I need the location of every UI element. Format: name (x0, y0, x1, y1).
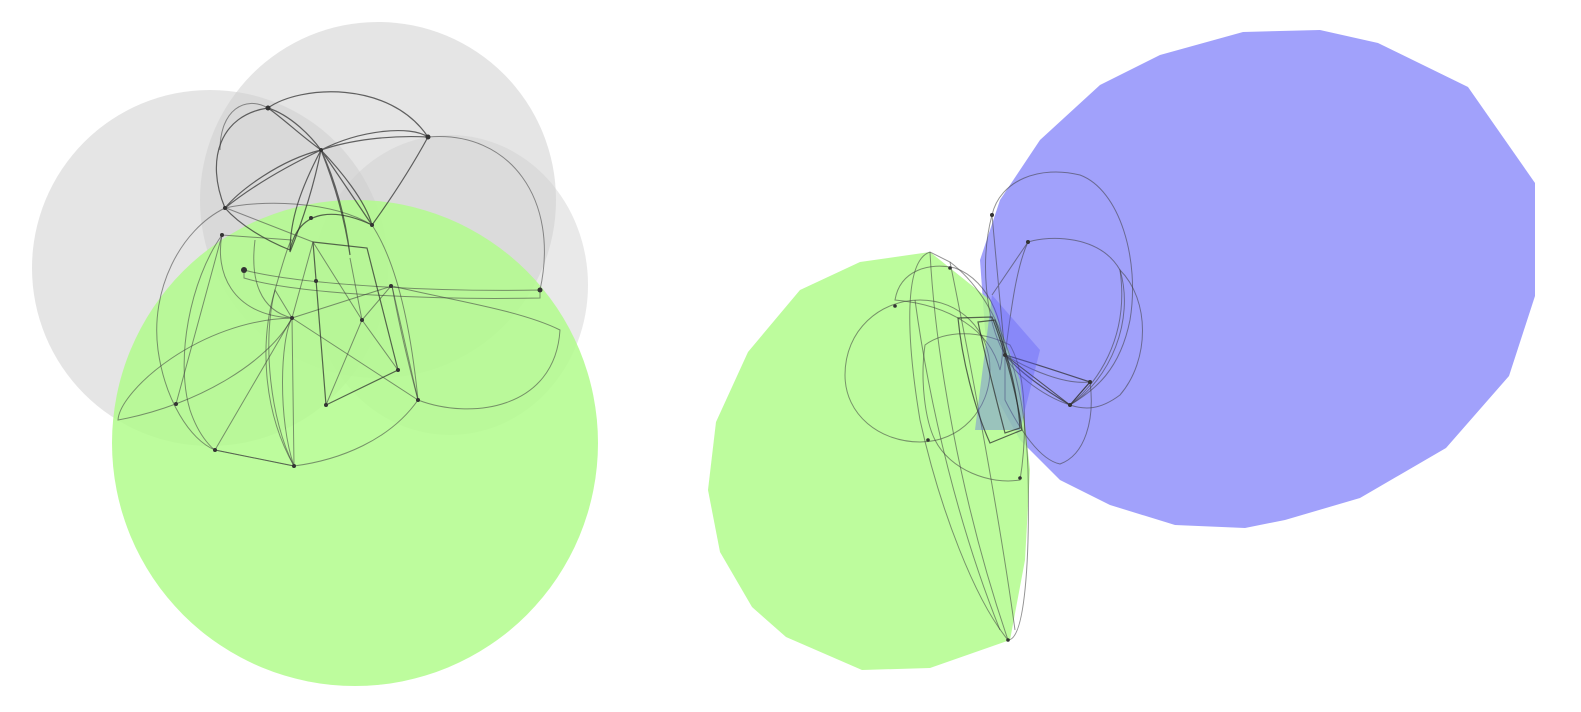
green-sliver-rib-3 (914, 299, 1001, 631)
red-petal-6 (320, 149, 351, 256)
green-circle-left (844, 299, 991, 443)
blue-lobe-right (1068, 268, 1143, 409)
red-wedge (977, 319, 1021, 434)
left-vertices (174, 105, 543, 468)
green-sliver-rib-1 (929, 251, 1009, 641)
gray-band (243, 269, 541, 299)
vertex (926, 438, 930, 442)
vertex (223, 206, 227, 210)
vertex (389, 284, 393, 288)
vertex (948, 266, 952, 270)
red-side-lobe (219, 103, 269, 151)
vertex (213, 448, 217, 452)
vertex (1003, 353, 1007, 357)
orange-wedge (957, 316, 1023, 444)
blue-sphere-large (980, 30, 1535, 528)
green-circle-lower (922, 333, 1025, 482)
vertex (314, 279, 318, 283)
vertex (241, 267, 247, 273)
gray-shell-outline (156, 207, 295, 467)
gray-cap-right (427, 136, 545, 291)
red-petal-3 (289, 149, 322, 253)
left-view (32, 22, 598, 686)
vertex (537, 287, 543, 293)
blue-lines (991, 214, 1091, 406)
green-sphere-large (708, 252, 1030, 670)
construction-lines (175, 207, 419, 451)
vertex (1006, 638, 1010, 642)
blue-shell-upper (985, 171, 1133, 406)
vertex (319, 148, 323, 152)
vertex (324, 403, 328, 407)
blue-lobe-lower (1004, 354, 1092, 465)
vertex (292, 464, 296, 468)
vertex (1018, 476, 1022, 480)
vertex (290, 316, 294, 320)
vertex (1088, 380, 1092, 384)
vertex (174, 402, 178, 406)
green-lens-right (391, 285, 561, 410)
vertex (309, 216, 313, 220)
vertex (1068, 403, 1072, 407)
vertex (990, 213, 994, 217)
vertex (416, 398, 420, 402)
vertex (360, 318, 364, 322)
vertex (893, 304, 897, 308)
green-sphere (112, 200, 598, 686)
vertex (425, 134, 431, 140)
right-vertices (893, 213, 1092, 642)
vertex (220, 233, 224, 237)
vertex (1026, 240, 1030, 244)
green-sliver-rib-2 (949, 261, 1016, 631)
right-view (708, 30, 1535, 670)
vertex (370, 223, 374, 227)
vertex (396, 368, 400, 372)
vertex (265, 105, 271, 111)
